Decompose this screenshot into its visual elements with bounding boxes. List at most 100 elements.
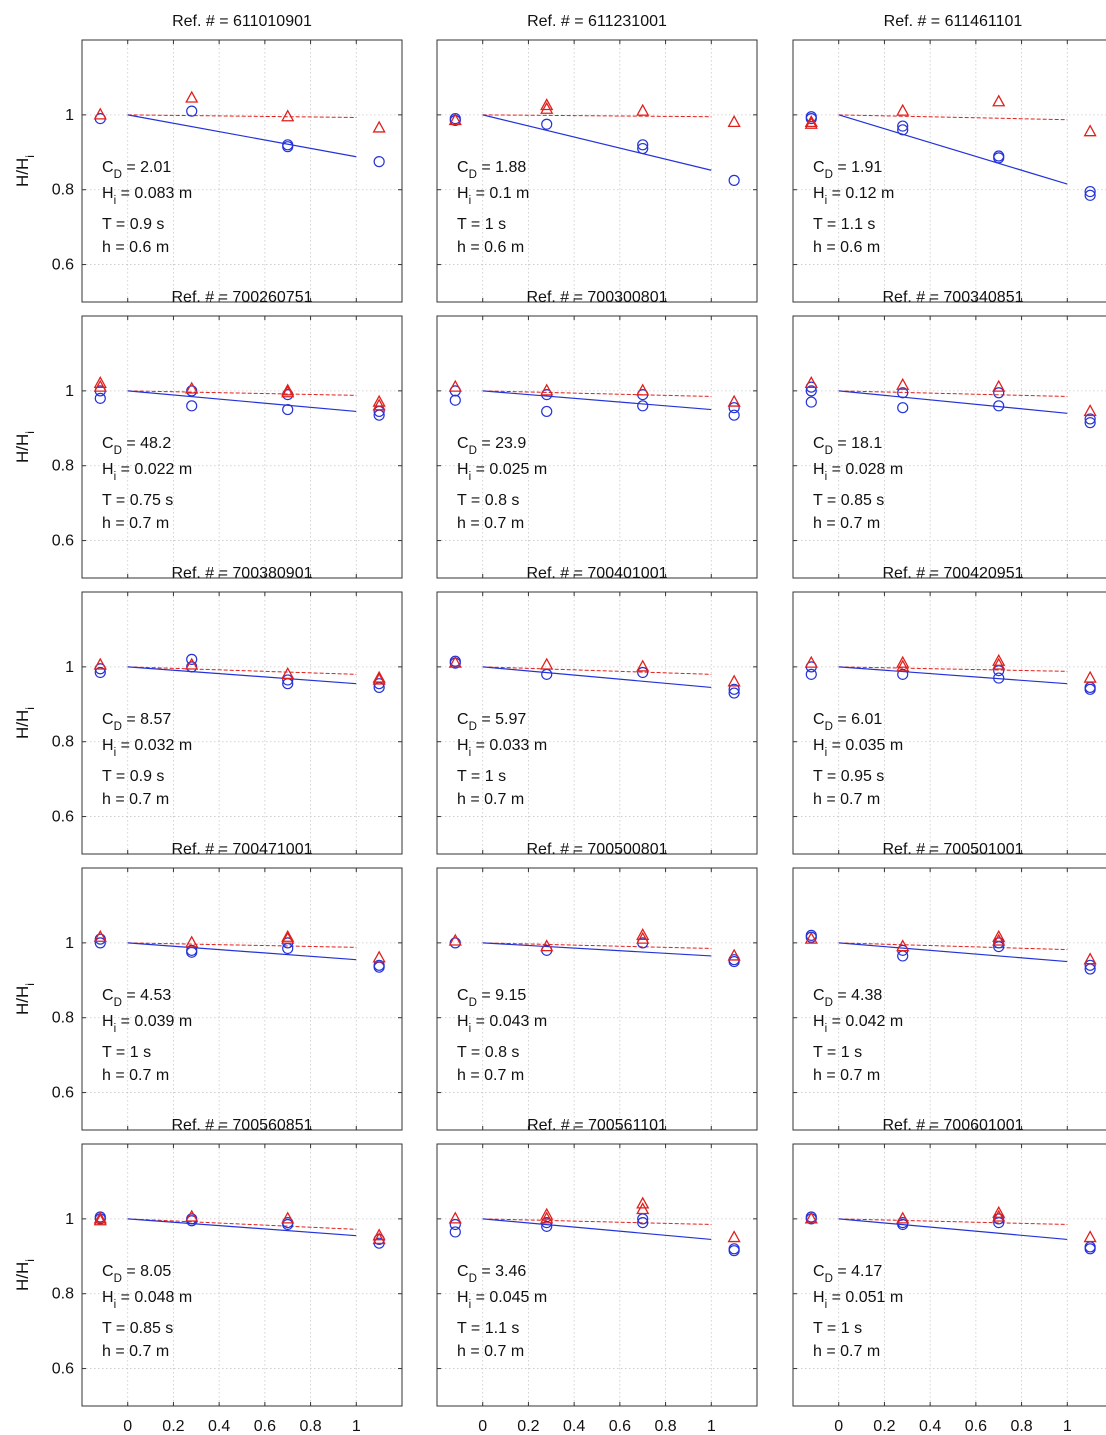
triangle-marker xyxy=(281,1211,295,1224)
h-annotation: h = 0.7 m xyxy=(102,791,169,808)
dashed-fit-line xyxy=(482,390,712,397)
t-annotation: T = 1 s xyxy=(102,1044,151,1061)
dashed-fit-line xyxy=(482,114,712,118)
y-axis-label-text: H/Hi xyxy=(13,155,37,187)
hi-annotation: Hi = 0.035 m xyxy=(813,737,903,759)
subplot-7: Ref. # = 700380901 0.6 0.8 1 CD = 8.57 Hi = 0… xyxy=(13,565,403,855)
dashed-fit-line xyxy=(838,942,1068,951)
triangle-marker xyxy=(281,385,295,398)
axes-box xyxy=(792,39,1106,303)
subplot-8: Ref. # = 700401001 CD = 5.97 Hi = 0.033 m T… xyxy=(436,565,758,855)
x-tick-label: 1 xyxy=(707,1418,716,1435)
circle-marker xyxy=(1084,185,1096,198)
y-label-main: H/H xyxy=(13,710,32,739)
cd-annotation-value: = 1.91 xyxy=(833,159,882,176)
circle-marker xyxy=(728,683,740,695)
t-annotation: T = 1 s xyxy=(813,1044,862,1061)
triangle-marker xyxy=(992,653,1006,666)
triangle-marker xyxy=(185,1209,199,1222)
solid-fit-line xyxy=(838,390,1068,414)
triangle-marker xyxy=(992,657,1006,670)
y-axis-label-text: H/Hi xyxy=(13,983,37,1015)
triangle-marker xyxy=(804,655,818,668)
y-tick-label: 0.8 xyxy=(52,734,74,751)
h-annotation: h = 0.7 m xyxy=(457,1343,524,1360)
subplot-title: Ref. # = 700260751 xyxy=(171,289,312,306)
triangle-marker xyxy=(93,379,107,392)
cd-annotation: CD = 3.46 xyxy=(457,1263,526,1285)
t-annotation: T = 0.8 s xyxy=(457,1044,519,1061)
hi-annotation-main: H xyxy=(813,1013,825,1030)
y-tick-label: 0.8 xyxy=(52,1286,74,1303)
subplot-4: Ref. # = 700260751 0.6 0.8 1 CD = 48.2 Hi = 0… xyxy=(13,289,403,579)
triangle-marker xyxy=(448,1211,462,1224)
circle-marker xyxy=(186,944,198,956)
cd-annotation-sub: D xyxy=(469,445,477,457)
solid-fit-line xyxy=(838,1218,1068,1241)
t-annotation: T = 0.95 s xyxy=(813,768,884,785)
triangle-marker xyxy=(636,931,650,944)
triangle-marker xyxy=(992,933,1006,946)
triangle-marker xyxy=(540,1211,554,1224)
x-tick-label: 0.8 xyxy=(1010,1418,1032,1435)
circle-marker xyxy=(637,139,649,151)
hi-annotation: Hi = 0.045 m xyxy=(457,1289,547,1311)
circle-marker xyxy=(186,105,198,117)
hi-annotation-sub: i xyxy=(469,471,472,483)
circle-marker xyxy=(186,653,198,665)
x-tick-label: 0.2 xyxy=(517,1418,539,1435)
cd-annotation-sub: D xyxy=(469,721,477,733)
axes-box xyxy=(792,1143,1106,1407)
cd-annotation: CD = 1.91 xyxy=(813,159,882,181)
x-tick-label: 0.6 xyxy=(609,1418,631,1435)
solid-fit-line xyxy=(838,942,1068,963)
x-tick-label: 0.4 xyxy=(563,1418,585,1435)
triangle-marker xyxy=(540,101,554,114)
triangle-marker xyxy=(372,398,386,411)
dashed-fit-line xyxy=(482,1218,712,1225)
triangle-marker xyxy=(448,113,462,126)
cd-annotation-value: = 6.01 xyxy=(833,711,882,728)
circle-marker xyxy=(728,1243,740,1255)
hi-annotation-main: H xyxy=(813,185,825,202)
dashed-fit-line xyxy=(127,390,357,396)
t-annotation: T = 1 s xyxy=(457,768,506,785)
t-annotation: T = 1 s xyxy=(457,216,506,233)
cd-annotation-value: = 5.97 xyxy=(477,711,526,728)
h-annotation: h = 0.7 m xyxy=(457,1067,524,1084)
hi-annotation-sub: i xyxy=(825,1023,828,1035)
subplot-9: Ref. # = 700420951 CD = 6.01 Hi = 0.035 m T… xyxy=(792,565,1106,855)
circle-marker xyxy=(1084,413,1096,425)
subplot-6: Ref. # = 700340851 CD = 18.1 Hi = 0.028 m T… xyxy=(792,289,1106,579)
axes-box xyxy=(81,591,403,855)
solid-fit-line xyxy=(838,666,1068,685)
y-tick-label: 1 xyxy=(65,383,74,400)
solid-fit-line xyxy=(482,1218,712,1241)
triangle-marker xyxy=(540,657,554,670)
cd-annotation-value: = 4.17 xyxy=(833,1263,882,1280)
axes-box xyxy=(436,315,758,579)
hi-annotation-value: = 0.025 m xyxy=(471,461,547,478)
hi-annotation-sub: i xyxy=(469,1023,472,1035)
y-axis-label-text: H/Hi xyxy=(13,431,37,463)
hi-annotation: Hi = 0.022 m xyxy=(102,461,192,483)
subplot-11: Ref. # = 700500801 CD = 9.15 Hi = 0.043 m T… xyxy=(436,841,758,1131)
cd-annotation: CD = 48.2 xyxy=(102,435,171,457)
circle-marker xyxy=(449,1226,461,1238)
t-annotation: T = 1.1 s xyxy=(457,1320,519,1337)
triangle-marker xyxy=(372,950,386,963)
triangle-marker xyxy=(372,672,386,685)
circle-marker xyxy=(1084,189,1096,201)
h-annotation: h = 0.6 m xyxy=(457,239,524,256)
circle-marker xyxy=(94,937,106,949)
subplot-2: Ref. # = 611231001 CD = 1.88 Hi = 0.1 m T =… xyxy=(436,13,758,303)
hi-annotation-sub: i xyxy=(825,747,828,759)
cd-annotation-sub: D xyxy=(825,721,833,733)
y-label-sub: i xyxy=(23,1259,37,1262)
triangle-marker xyxy=(727,948,741,961)
triangle-marker xyxy=(804,931,818,944)
y-label-main: H/H xyxy=(13,158,32,187)
axes-box xyxy=(81,867,403,1131)
triangle-marker xyxy=(896,939,910,952)
cd-annotation: CD = 8.05 xyxy=(102,1263,171,1285)
